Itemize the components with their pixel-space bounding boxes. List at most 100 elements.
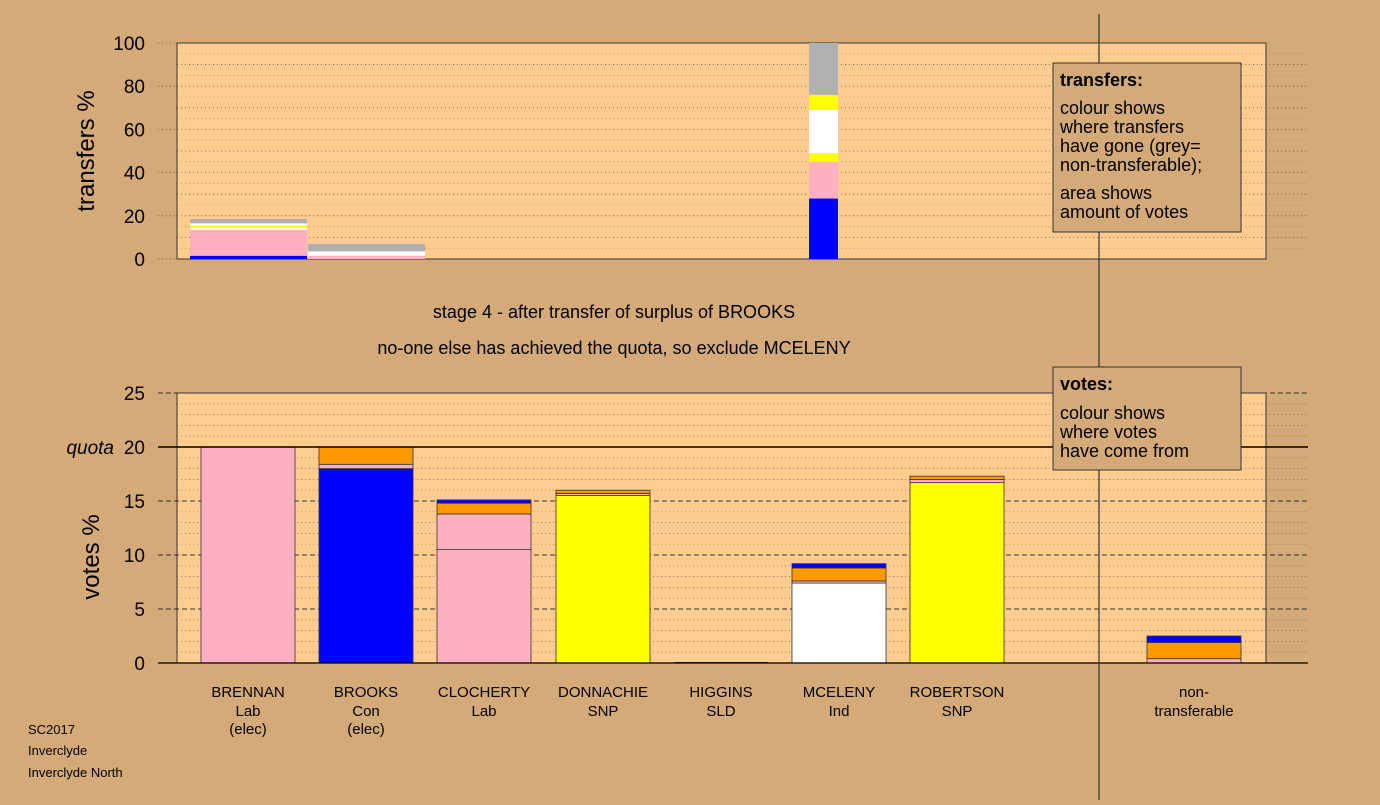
- transfers-tick-label: 40: [124, 164, 145, 185]
- transfers-tick-label: 20: [124, 207, 145, 228]
- transfers-tick-label: 80: [124, 77, 145, 98]
- transfer-segment: [190, 225, 307, 228]
- legend-votes-line: colour shows: [1060, 403, 1165, 423]
- vote-segment: [436, 499, 532, 504]
- vote-segment: [436, 549, 532, 664]
- candidate-party-label: Ind: [829, 703, 850, 720]
- legend-transfers-line: where transfers: [1059, 117, 1184, 137]
- candidate-party-label: SNP: [588, 703, 619, 720]
- legend-transfers-box: [1052, 62, 1242, 233]
- transfers-tick-label: 100: [113, 34, 145, 55]
- vote-segment: [791, 567, 887, 582]
- transfer-segment: [809, 161, 838, 199]
- candidate-name-label: CLOCHERTY: [438, 684, 530, 701]
- vote-segment: [436, 502, 532, 515]
- votes-tick-label: 15: [124, 492, 145, 513]
- candidate-party-label: SLD: [706, 703, 735, 720]
- vote-segment: [318, 446, 414, 465]
- candidate-name-label: MCELENY: [803, 684, 876, 701]
- vote-bar-brennan: [200, 446, 296, 664]
- votes-tick-label: 25: [124, 384, 145, 405]
- vote-segment: [1146, 635, 1242, 643]
- candidate-party-label: transferable: [1154, 703, 1233, 720]
- footer: SC2017 Inverclyde Inverclyde North: [28, 722, 123, 780]
- candidate-note-label: (elec): [229, 721, 267, 738]
- vote-bar-mceleny: [791, 563, 887, 664]
- vote-bar-brooks: [318, 446, 414, 664]
- stage-line-1: stage 4 - after transfer of surplus of B…: [433, 302, 795, 322]
- candidate-party-label: SNP: [942, 703, 973, 720]
- vote-segment: [791, 563, 887, 569]
- transfer-segment: [308, 243, 425, 252]
- votes-tick-label: 0: [134, 654, 145, 675]
- legend-votes-line: have come from: [1060, 441, 1189, 461]
- legend-transfers-line: colour shows: [1060, 98, 1165, 118]
- vote-segment: [318, 468, 414, 664]
- stage-line-2: no-one else has achieved the quota, so e…: [377, 338, 850, 358]
- candidate-name-label: BRENNAN: [211, 684, 284, 701]
- legend-transfers-line: have gone (grey=: [1060, 136, 1201, 156]
- votes-tick-label: 20: [124, 438, 145, 459]
- vote-bar-non: [1146, 635, 1242, 664]
- vote-segment: [909, 478, 1005, 484]
- vote-segment: [909, 482, 1005, 664]
- vote-segment: [1146, 642, 1242, 660]
- vote-bar-robertson: [909, 475, 1005, 664]
- vote-segment: [436, 513, 532, 551]
- candidate-name-label: ROBERTSON: [910, 684, 1005, 701]
- legend-votes-line: where votes: [1059, 422, 1157, 442]
- transfer-bar-brooks: [308, 243, 425, 259]
- transfer-segment: [809, 109, 838, 154]
- legend-transfers-line: amount of votes: [1060, 202, 1188, 222]
- transfer-segment: [308, 251, 425, 256]
- footer-year: SC2017: [28, 722, 75, 737]
- legend-votes-title: votes:: [1060, 374, 1113, 394]
- vote-bar-donnachie: [555, 489, 651, 664]
- legend-votes: votes: colour shows where votes have com…: [1052, 366, 1242, 471]
- candidate-note-label: (elec): [347, 721, 385, 738]
- transfers-tick-label: 0: [134, 250, 145, 271]
- transfer-segment: [308, 255, 425, 259]
- candidate-name-label: DONNACHIE: [558, 684, 648, 701]
- transfer-segment: [190, 229, 307, 256]
- vote-segment: [1146, 658, 1242, 664]
- vote-bar-clocherty: [436, 499, 532, 664]
- vote-segment: [555, 489, 651, 494]
- stage-description: stage 4 - after transfer of surplus of B…: [377, 302, 850, 358]
- transfer-bar-brennan: [190, 219, 307, 259]
- transfers-y-axis-label: transfers %: [73, 90, 100, 211]
- transfer-segment: [809, 153, 838, 162]
- vote-segment: [909, 475, 1005, 480]
- candidate-party-label: Con: [352, 703, 380, 720]
- transfer-segment: [809, 94, 838, 110]
- transfer-segment: [190, 219, 307, 224]
- vote-segment: [318, 463, 414, 469]
- legend-transfers-title: transfers:: [1060, 70, 1143, 90]
- transfer-segment: [190, 227, 307, 230]
- transfer-segment: [809, 43, 838, 95]
- legend-transfers-line: non-transferable);: [1060, 155, 1202, 175]
- vote-segment: [791, 582, 887, 664]
- transfer-segment: [190, 223, 307, 226]
- candidate-name-label: non-: [1179, 684, 1209, 701]
- footer-council: Inverclyde: [28, 743, 87, 758]
- legend-transfers: transfers: colour shows where transfers …: [1052, 62, 1242, 233]
- votes-tick-label: 10: [124, 546, 145, 567]
- candidate-party-label: Lab: [471, 703, 496, 720]
- footer-ward: Inverclyde North: [28, 765, 123, 780]
- quota-label: quota: [66, 438, 114, 459]
- votes-y-axis-label: votes %: [78, 514, 105, 599]
- legend-transfers-line: area shows: [1060, 183, 1152, 203]
- candidate-party-label: Lab: [235, 703, 260, 720]
- candidate-name-label: HIGGINS: [689, 684, 752, 701]
- vote-segment: [555, 495, 651, 664]
- vote-segment: [200, 446, 296, 664]
- transfer-bar-mceleny: [809, 43, 838, 259]
- transfer-segment: [809, 198, 838, 259]
- transfers-tick-label: 60: [124, 120, 145, 141]
- candidate-name-label: BROOKS: [334, 684, 398, 701]
- votes-tick-label: 5: [134, 600, 145, 621]
- legend-votes-box: [1052, 366, 1242, 471]
